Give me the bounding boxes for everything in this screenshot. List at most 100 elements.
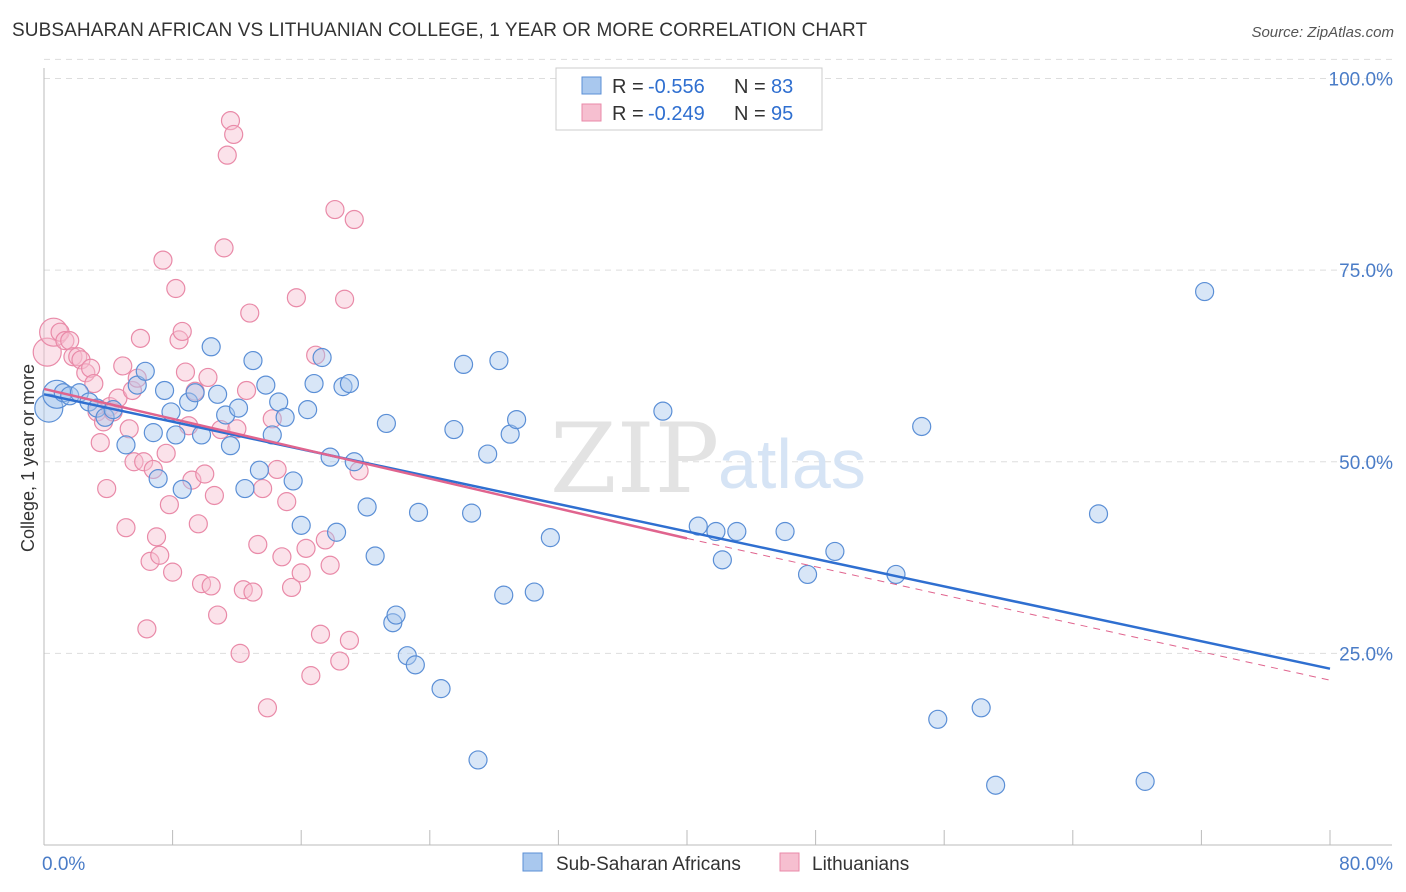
sub-saharan-point — [298, 400, 318, 420]
sub-saharan-point — [797, 564, 818, 585]
lithuanians-point — [208, 605, 228, 625]
sub-saharan-point — [116, 435, 136, 455]
sub-saharan-point — [489, 350, 509, 371]
lithuanians-point — [68, 347, 88, 367]
sub-saharan-point — [431, 679, 451, 699]
sub-saharan-point — [376, 413, 396, 434]
sub-saharan-point — [912, 416, 932, 437]
y-axis-label: College, 1 year or more — [18, 364, 38, 552]
x-tick-label-min: 0.0% — [42, 854, 85, 875]
lithuanians-point — [204, 485, 224, 506]
sub-saharan-point — [185, 383, 205, 403]
lithuanians-point — [60, 331, 80, 351]
x-tick-label-max: 80.0% — [1339, 854, 1393, 875]
lithuanians-point — [257, 698, 278, 718]
sub-saharan-point — [386, 605, 406, 625]
sub-saharan-point — [326, 522, 347, 542]
lithuanians-point — [296, 538, 316, 558]
sub-saharan-point — [383, 613, 403, 633]
lithuanians-point — [163, 562, 183, 582]
sub-saharan-point — [986, 775, 1006, 795]
legend-n-value-2: 95 — [771, 103, 793, 125]
sub-saharan-point — [453, 354, 474, 375]
sub-saharan-point — [275, 407, 295, 427]
sub-saharan-point — [166, 425, 186, 445]
sub-saharan-point — [971, 698, 991, 718]
lithuanians-point — [344, 209, 364, 230]
sub-saharan-point — [653, 401, 673, 421]
lithuanians-point — [301, 666, 321, 686]
sub-saharan-point — [478, 444, 498, 464]
y-tick-label-50: 50.0% — [1339, 453, 1393, 474]
lithuanians-point — [310, 624, 331, 644]
chart-title: SUBSAHARAN AFRICAN VS LITHUANIAN COLLEGE… — [12, 20, 868, 41]
sub-saharan-point — [775, 521, 795, 542]
lithuanians-point — [166, 278, 186, 299]
lithuanians-point — [172, 321, 192, 342]
lithuanians-point — [159, 495, 179, 515]
bottom-legend: Sub-Saharan Africans Lithuanians — [522, 852, 909, 875]
axes — [43, 68, 1392, 846]
sub-saharan-point — [727, 521, 747, 542]
lithuanians-point — [130, 328, 151, 348]
sub-saharan-point — [507, 409, 527, 430]
watermark-atlas: atlas — [718, 425, 866, 503]
sub-saharan-point — [405, 655, 425, 675]
legend-n-label-1: N = — [734, 76, 766, 98]
legend-swatch-pink — [581, 103, 602, 122]
sub-saharan-point — [135, 361, 155, 381]
sub-saharan-point — [243, 350, 263, 371]
sub-saharan-point — [304, 373, 324, 394]
lithuanians-point — [140, 551, 160, 571]
lithuanians-point — [236, 380, 257, 401]
lithuanians-point — [81, 358, 101, 378]
lithuanians-point — [320, 555, 340, 575]
y-tick-label-25: 25.0% — [1339, 644, 1393, 665]
sub-saharan-point — [1135, 771, 1155, 791]
sub-saharan-point — [208, 384, 228, 404]
bottom-legend-swatch-blue — [522, 852, 543, 872]
bottom-legend-pink: Lithuanians — [812, 854, 909, 875]
lithuanians-point — [119, 419, 139, 439]
bottom-legend-swatch-pink — [779, 852, 800, 872]
legend-n-value-1: 83 — [771, 76, 793, 98]
lithuanians-point — [153, 250, 173, 270]
lithuanians-point — [339, 630, 360, 650]
lithuanians-point — [230, 643, 250, 663]
lithuanians-trend-extension — [686, 537, 1331, 681]
lithuanians-point — [281, 577, 302, 598]
lithuanians-point — [188, 514, 208, 534]
lithuanians-point — [146, 527, 167, 547]
legend-r-value-1: -0.556 — [648, 76, 705, 98]
bottom-legend-blue: Sub-Saharan Africans — [556, 854, 741, 875]
sub-saharan-point — [494, 585, 514, 605]
sub-saharan-point — [339, 373, 360, 394]
sub-saharan-points — [34, 281, 1215, 795]
y-tick-label-75: 75.0% — [1339, 261, 1393, 282]
sub-saharan-point — [365, 546, 385, 566]
legend-r-value-2: -0.249 — [648, 103, 705, 125]
sub-saharan-point — [524, 582, 544, 602]
sub-saharan-point — [143, 423, 163, 443]
lithuanians-point — [90, 432, 110, 453]
sub-saharan-point — [444, 419, 464, 440]
lithuanians-point — [195, 464, 215, 484]
sub-saharan-point — [201, 337, 221, 357]
lithuanians-point — [291, 563, 311, 583]
watermark: ZIP atlas — [550, 403, 866, 515]
lithuanians-point — [272, 547, 292, 567]
lithuanians-point — [198, 367, 218, 388]
lithuanians-point — [175, 362, 196, 382]
lithuanians-point — [214, 238, 234, 258]
lithuanians-trend-line — [43, 387, 688, 540]
lithuanians-point — [243, 582, 263, 602]
sub-saharan-point — [928, 709, 948, 729]
lithuanians-point — [124, 452, 144, 472]
lithuanians-point — [116, 518, 136, 538]
sub-saharan-point — [712, 550, 732, 570]
lithuanians-point — [315, 530, 335, 550]
lithuanians-point — [330, 651, 350, 671]
sub-saharan-point — [312, 347, 332, 368]
lithuanians-point — [201, 576, 221, 596]
lithuanians-point — [137, 619, 157, 639]
